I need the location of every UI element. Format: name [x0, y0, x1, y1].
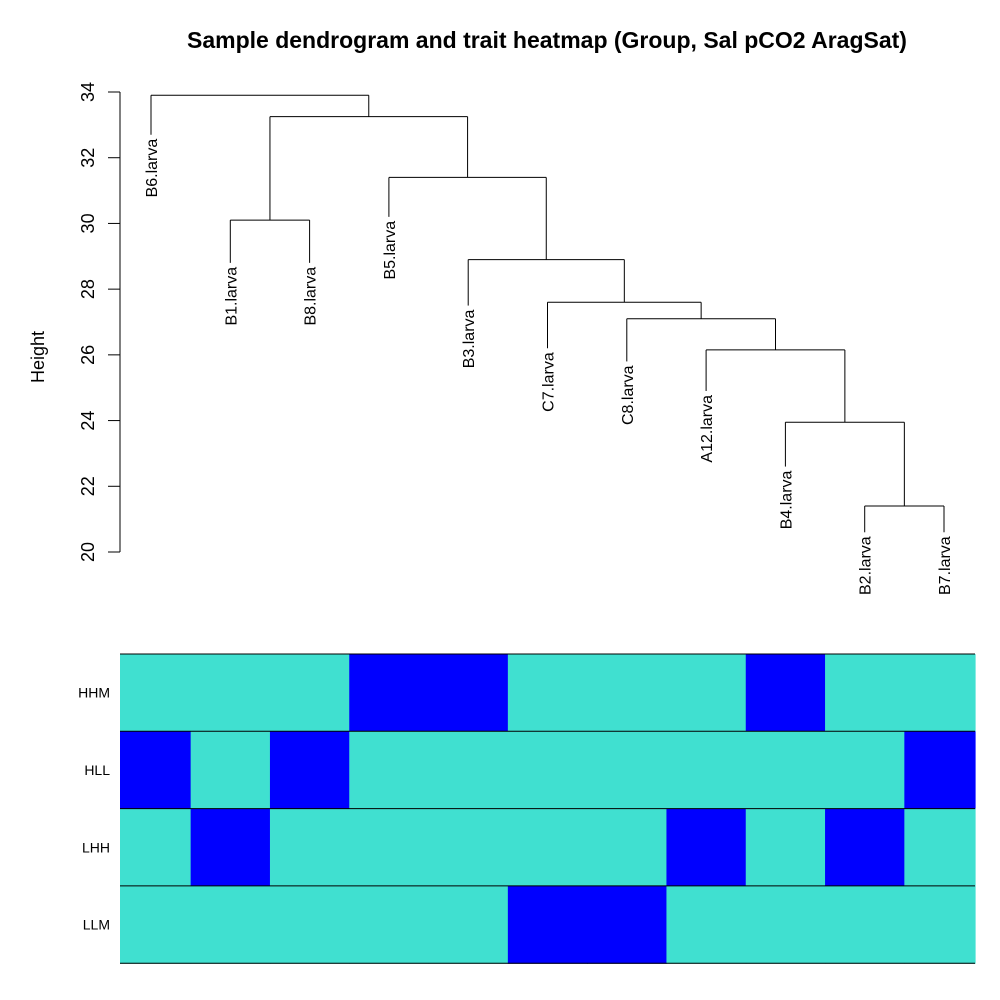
heatmap-cell [428, 654, 509, 732]
leaf-label: B5.larva [382, 221, 399, 280]
heatmap-cell [269, 654, 350, 732]
heatmap-cell [904, 885, 976, 964]
y-tick-label: 32 [78, 148, 98, 168]
heatmap-cell [269, 731, 350, 810]
heatmap-cell [745, 654, 826, 732]
heatmap-cell [745, 885, 826, 964]
leaf-label: B2.larva [858, 536, 875, 595]
leaf-labels: B6.larva B1.larva B8.larva B5.larva B3.larva… [144, 139, 954, 595]
heatmap-cell [825, 808, 905, 887]
heatmap-cell [666, 808, 747, 887]
leaf-label: A12.larva [699, 395, 716, 463]
heatmap-cell [349, 731, 430, 810]
heatmap-cell [190, 731, 271, 810]
trait-labels: HHM HLL LHH LLM [78, 685, 110, 933]
heatmap-cell [666, 885, 747, 964]
heatmap-cell [825, 654, 905, 732]
heatmap-cell [269, 885, 350, 964]
heatmap-cell [745, 731, 826, 810]
trait-label: HHM [78, 685, 110, 701]
heatmap-cell [904, 654, 976, 732]
heatmap-cell [269, 808, 350, 887]
heatmap-cell [507, 885, 588, 964]
trait-heatmap [120, 653, 976, 964]
heatmap-cell [587, 885, 668, 964]
y-tick-label: 30 [78, 213, 98, 233]
heatmap-cell [904, 808, 976, 887]
heatmap-cell [666, 731, 747, 810]
chart-title: Sample dendrogram and trait heatmap (Gro… [187, 27, 907, 53]
leaf-label: B1.larva [223, 267, 240, 326]
leaf-label: B7.larva [937, 536, 954, 595]
heatmap-cell [507, 808, 588, 887]
trait-label: HLL [84, 762, 110, 778]
heatmap-cell [825, 731, 905, 810]
trait-label: LHH [82, 839, 110, 855]
leaf-label: C7.larva [541, 352, 558, 412]
heatmap-cell [120, 731, 192, 810]
heatmap-cell [190, 885, 271, 964]
y-axis: 20 22 24 26 28 30 32 34 [78, 82, 121, 562]
heatmap-cell [587, 654, 668, 732]
leaf-label: B8.larva [303, 267, 320, 326]
heatmap-cell [120, 808, 192, 887]
heatmap-cell [587, 731, 668, 810]
y-tick-label: 22 [78, 476, 98, 496]
heatmap-cell [428, 731, 509, 810]
heatmap-cell [190, 654, 271, 732]
dendrogram [150, 94, 945, 533]
heatmap-cell [428, 885, 509, 964]
heatmap-cell [666, 654, 747, 732]
heatmap-cell [745, 808, 826, 887]
heatmap-cell [190, 808, 271, 887]
heatmap-cell [507, 731, 588, 810]
heatmap-cell [349, 885, 430, 964]
trait-label: LLM [83, 917, 110, 933]
leaf-label: B3.larva [461, 309, 478, 368]
leaf-label: B4.larva [778, 470, 795, 529]
leaf-label: C8.larva [620, 365, 637, 425]
heatmap-cell [120, 654, 192, 732]
heatmap-cell [349, 808, 430, 887]
heatmap-cell [120, 885, 192, 964]
y-axis-label: Height [28, 331, 48, 383]
y-tick-label: 34 [78, 82, 98, 102]
heatmap-cell [904, 731, 976, 810]
heatmap-cell [825, 885, 905, 964]
heatmap-cell [587, 808, 668, 887]
y-tick-label: 20 [78, 542, 98, 562]
y-tick-label: 28 [78, 279, 98, 299]
leaf-label: B6.larva [144, 139, 161, 198]
heatmap-cell [349, 654, 430, 732]
y-tick-label: 26 [78, 345, 98, 365]
y-tick-label: 24 [78, 411, 98, 431]
heatmap-cell [507, 654, 588, 732]
heatmap-cell [428, 808, 509, 887]
